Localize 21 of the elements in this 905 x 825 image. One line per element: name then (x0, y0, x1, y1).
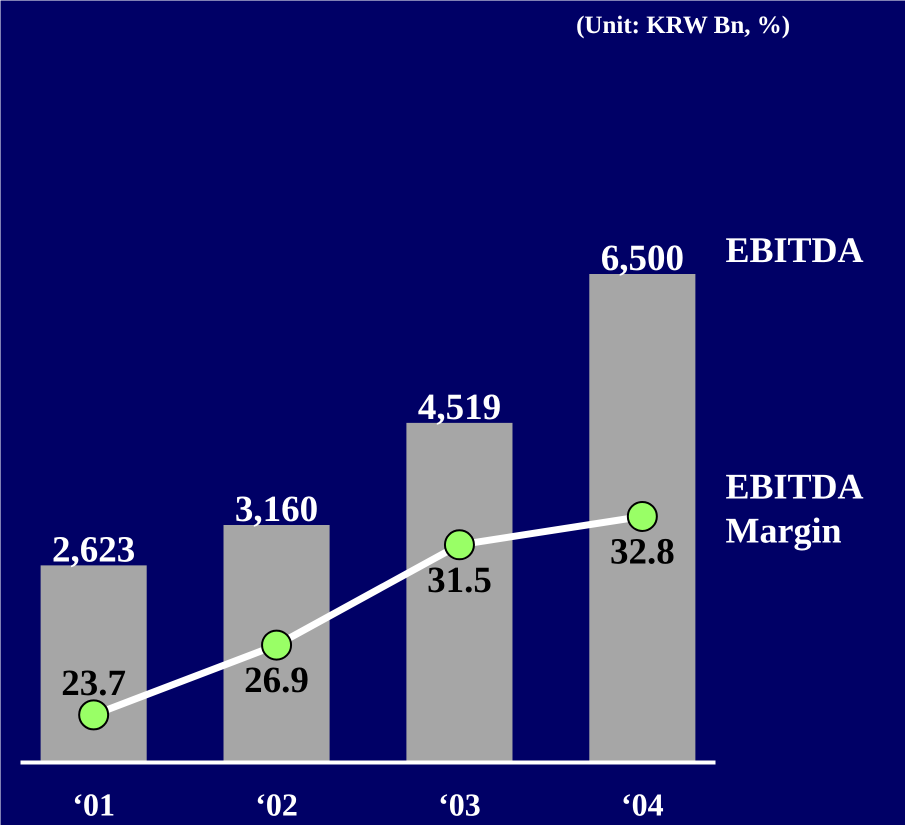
data-label: 6,500 (600, 238, 684, 280)
series-label: EBITDA Margin (726, 466, 864, 550)
data-label: 3,160 (234, 489, 318, 530)
point (444, 529, 475, 560)
x-tick-label: ‘02 (255, 786, 298, 822)
data-label: 31.5 (427, 560, 492, 601)
point (78, 699, 110, 730)
data-label: 4,519 (418, 386, 502, 428)
text: (Unit: KRW Bn, %) (576, 12, 790, 39)
bar (224, 525, 330, 762)
bar (589, 274, 696, 762)
data-label: 26.9 (244, 660, 309, 702)
point (261, 630, 292, 661)
x-tick-label: ‘04 (621, 786, 664, 822)
data-label: 2,623 (52, 529, 136, 570)
data-label: 23.7 (61, 662, 126, 704)
point (626, 500, 658, 532)
x-tick-label: ‘01 (72, 786, 115, 822)
series-label: EBITDA (726, 230, 864, 270)
data-label: 32.8 (610, 531, 675, 572)
x-tick-label: ‘03 (438, 786, 481, 822)
